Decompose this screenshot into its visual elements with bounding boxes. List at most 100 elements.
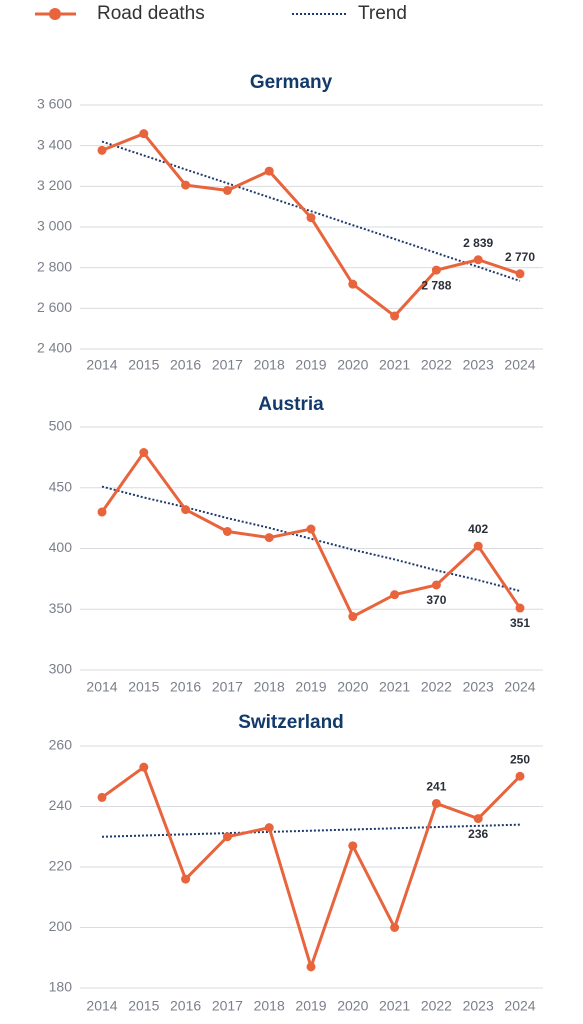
x-tick-label: 2021 bbox=[379, 679, 410, 695]
point bbox=[97, 792, 107, 802]
y-tick-label: 3 400 bbox=[37, 136, 72, 152]
y-tick-label: 180 bbox=[49, 979, 73, 995]
y-tick-label: 2 600 bbox=[37, 299, 72, 315]
point bbox=[473, 541, 483, 551]
x-tick-label: 2016 bbox=[170, 679, 201, 695]
x-tick-label: 2018 bbox=[254, 357, 285, 373]
y-tick-label: 2 800 bbox=[37, 258, 72, 274]
x-tick-label: 2019 bbox=[295, 679, 326, 695]
chart-title: Germany bbox=[250, 72, 333, 93]
x-tick-label: 2024 bbox=[504, 357, 535, 373]
y-tick-label: 450 bbox=[49, 478, 73, 494]
x-tick-label: 2020 bbox=[337, 998, 368, 1014]
x-tick-label: 2017 bbox=[212, 679, 243, 695]
x-tick-label: 2015 bbox=[128, 679, 159, 695]
point bbox=[348, 612, 358, 622]
point bbox=[139, 448, 149, 458]
data-label: 2 839 bbox=[463, 236, 493, 250]
trend-line bbox=[101, 823, 521, 838]
point bbox=[139, 129, 149, 139]
data-label: 250 bbox=[510, 752, 530, 766]
x-tick-label: 2024 bbox=[504, 998, 535, 1014]
x-tick-label: 2017 bbox=[212, 357, 243, 373]
point bbox=[306, 962, 316, 972]
y-tick-label: 200 bbox=[49, 918, 73, 934]
trend-line bbox=[101, 140, 521, 282]
point bbox=[222, 185, 232, 195]
data-label: 241 bbox=[426, 780, 446, 794]
x-tick-label: 2022 bbox=[421, 998, 452, 1014]
x-tick-label: 2023 bbox=[463, 679, 494, 695]
x-tick-label: 2015 bbox=[128, 998, 159, 1014]
series-line bbox=[101, 131, 521, 319]
legend-dot bbox=[49, 8, 61, 20]
x-tick-label: 2022 bbox=[421, 357, 452, 373]
point bbox=[390, 923, 400, 932]
y-tick-label: 220 bbox=[49, 858, 73, 874]
x-tick-label: 2024 bbox=[504, 679, 535, 695]
y-tick-label: 300 bbox=[49, 661, 73, 677]
point bbox=[431, 265, 441, 275]
point bbox=[181, 874, 191, 884]
point bbox=[515, 269, 525, 279]
chart-title: Austria bbox=[258, 394, 324, 415]
y-tick-label: 3 000 bbox=[37, 218, 72, 234]
data-label: 2 770 bbox=[505, 250, 535, 264]
data-label: 402 bbox=[468, 522, 488, 536]
x-tick-label: 2018 bbox=[254, 998, 285, 1014]
point bbox=[139, 762, 149, 772]
point bbox=[348, 841, 358, 851]
x-tick-label: 2021 bbox=[379, 998, 410, 1014]
point bbox=[390, 590, 400, 600]
x-tick-label: 2022 bbox=[421, 679, 452, 695]
x-tick-label: 2019 bbox=[295, 357, 326, 373]
point bbox=[390, 311, 400, 321]
x-tick-label: 2014 bbox=[86, 679, 117, 695]
y-tick-label: 260 bbox=[49, 737, 73, 753]
x-tick-label: 2014 bbox=[86, 998, 117, 1014]
x-tick-label: 2016 bbox=[170, 357, 201, 373]
point bbox=[431, 798, 441, 808]
x-tick-label: 2023 bbox=[463, 998, 494, 1014]
legend-label: Trend bbox=[358, 3, 407, 24]
x-tick-label: 2016 bbox=[170, 998, 201, 1014]
point bbox=[181, 505, 191, 515]
y-tick-label: 500 bbox=[49, 418, 73, 434]
x-tick-label: 2017 bbox=[212, 998, 243, 1014]
point bbox=[473, 814, 483, 824]
legend-label: Road deaths bbox=[97, 3, 205, 24]
data-label: 2 788 bbox=[421, 278, 451, 292]
point bbox=[431, 580, 441, 590]
point bbox=[97, 145, 107, 155]
y-tick-label: 400 bbox=[49, 539, 73, 555]
y-tick-label: 3 200 bbox=[37, 177, 72, 193]
point bbox=[348, 279, 358, 289]
data-label: 370 bbox=[426, 593, 446, 607]
point bbox=[515, 603, 525, 613]
point bbox=[181, 180, 191, 190]
x-tick-label: 2020 bbox=[337, 357, 368, 373]
y-tick-label: 3 600 bbox=[37, 96, 72, 112]
y-tick-label: 240 bbox=[49, 797, 73, 813]
point bbox=[222, 526, 232, 536]
x-tick-label: 2023 bbox=[463, 357, 494, 373]
y-tick-label: 350 bbox=[49, 600, 73, 616]
point bbox=[306, 213, 316, 223]
x-tick-label: 2021 bbox=[379, 357, 410, 373]
data-label: 236 bbox=[468, 827, 488, 841]
trend-line bbox=[101, 485, 521, 592]
point bbox=[222, 832, 232, 842]
data-label: 351 bbox=[510, 616, 530, 630]
point bbox=[306, 524, 316, 534]
x-tick-label: 2020 bbox=[337, 679, 368, 695]
x-tick-label: 2019 bbox=[295, 998, 326, 1014]
point bbox=[264, 823, 274, 833]
series-line bbox=[100, 449, 522, 619]
x-tick-label: 2014 bbox=[86, 357, 117, 373]
point bbox=[97, 507, 107, 517]
point bbox=[515, 771, 525, 781]
point bbox=[264, 166, 274, 176]
point bbox=[473, 255, 483, 265]
point bbox=[264, 533, 274, 543]
